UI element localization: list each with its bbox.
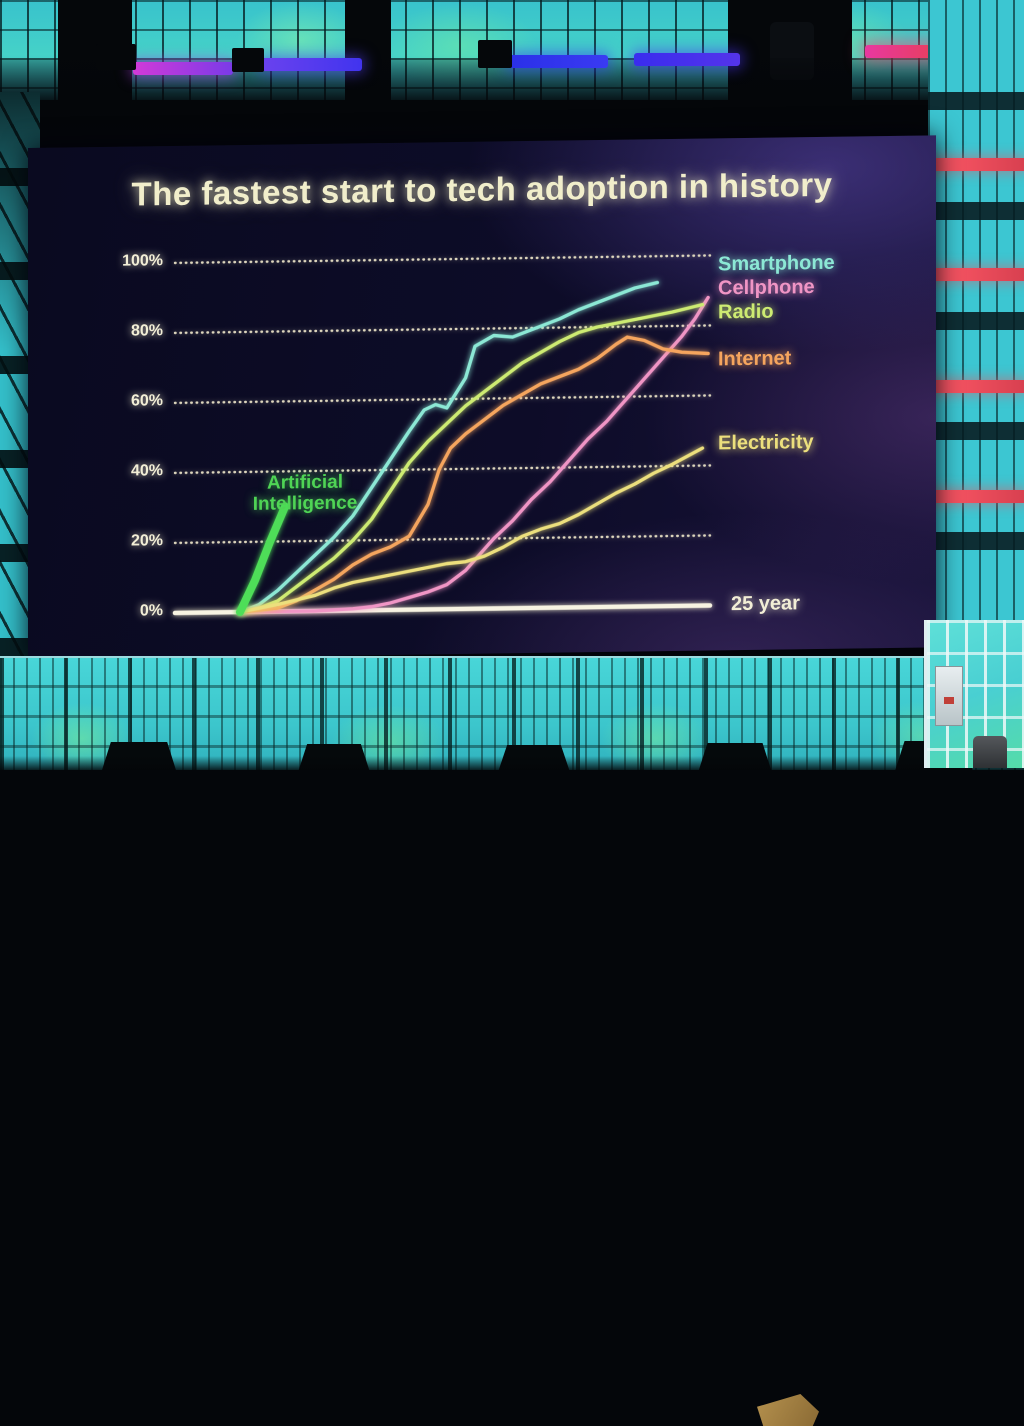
y-tick-100: 100% (122, 252, 163, 270)
y-tick-40: 40% (130, 462, 163, 480)
cube-tote-foreground (924, 620, 1024, 768)
y-tick-60: 60% (130, 392, 163, 410)
series-line-cellphone (238, 295, 710, 614)
led-bar-magenta (133, 62, 233, 75)
red-light-strip (928, 490, 1024, 503)
wooden-stand (757, 1394, 819, 1426)
speaker-box (232, 48, 264, 72)
led-bar-blue-violet (634, 53, 740, 66)
series-line-artificial-intelligence (236, 502, 290, 617)
presentation-screen: The fastest start to tech adoption in hi… (28, 135, 936, 660)
floor-shadow (0, 756, 1024, 770)
legend-label-internet: Internet (718, 347, 792, 371)
speaker-box (478, 40, 512, 68)
chart-lines (172, 254, 713, 617)
led-bar-violet (262, 58, 362, 71)
ai-annotation: Artificial Intelligence (252, 471, 358, 515)
series-line-electricity (238, 446, 705, 614)
series-line-radio (238, 302, 705, 614)
dark-drum (973, 736, 1007, 768)
led-bar-blue (508, 55, 608, 68)
legend-label-electricity: Electricity (718, 431, 814, 455)
gridline-20 (173, 534, 712, 545)
legend-label-cellphone: Cellphone (718, 276, 815, 300)
x-axis-label: 25 year (731, 592, 800, 616)
gridline-100 (173, 254, 712, 265)
red-light-strip (928, 158, 1024, 171)
gridline-80 (173, 324, 712, 335)
tote-label-plate (935, 666, 963, 726)
red-light-strip (928, 380, 1024, 393)
legend-label-radio: Radio (718, 300, 774, 324)
y-tick-80: 80% (130, 322, 163, 340)
chart-area: 0% 20% 40% 60% 80% 100% Smartphone Cellphone … (122, 252, 835, 627)
y-tick-0: 0% (139, 602, 163, 620)
cube-wall-bottom (0, 656, 1024, 1426)
series-line-internet (238, 335, 710, 614)
tote-label-mark (944, 697, 954, 704)
legend-label-smartphone: Smartphone (718, 251, 835, 276)
y-tick-20: 20% (130, 532, 163, 550)
slide-title: The fastest start to tech adoption in hi… (131, 165, 833, 213)
red-light-strip (928, 268, 1024, 281)
series-line-smartphone (238, 280, 660, 614)
speaker-box (96, 44, 136, 70)
